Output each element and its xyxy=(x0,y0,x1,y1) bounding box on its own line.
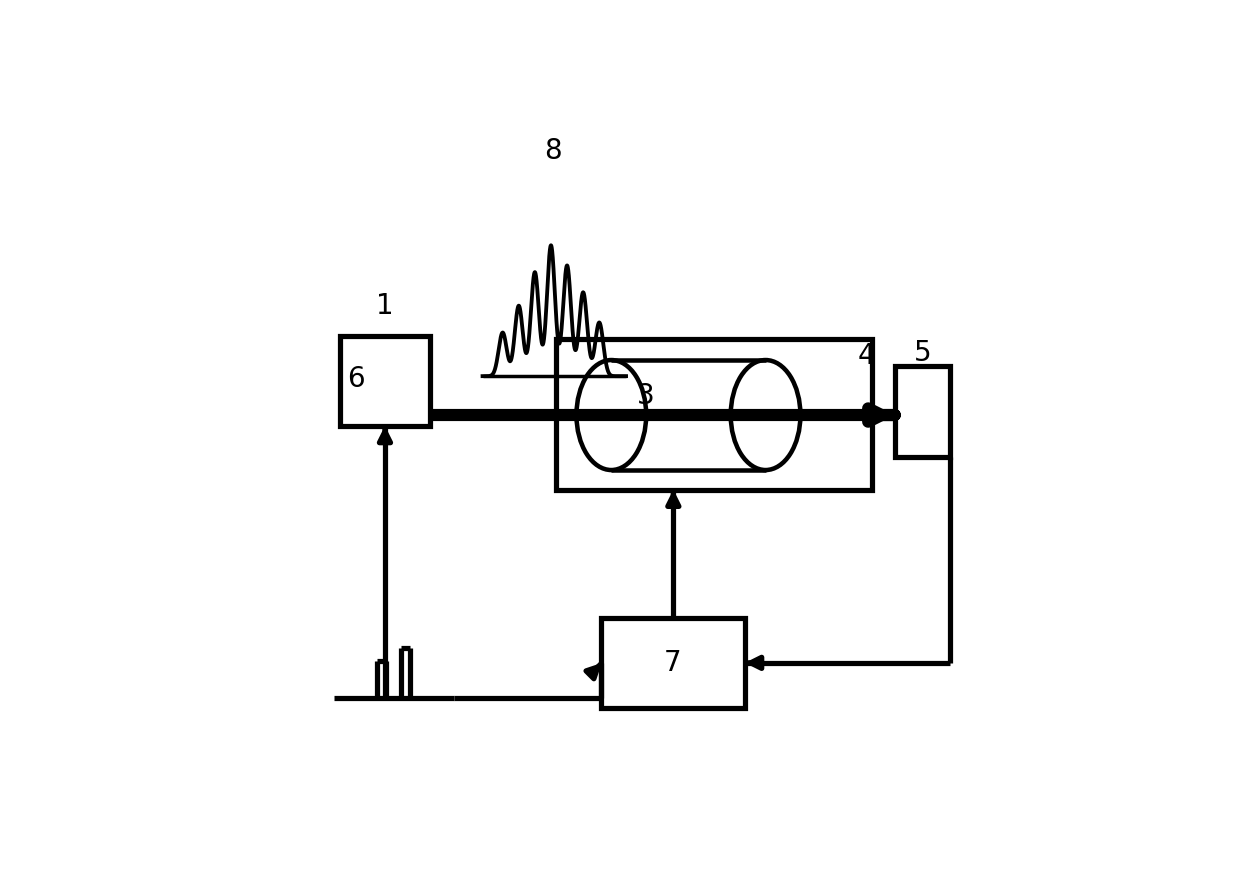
Bar xyxy=(556,339,871,490)
Text: 5: 5 xyxy=(913,339,931,367)
Text: 1: 1 xyxy=(377,292,394,320)
Text: 6: 6 xyxy=(347,366,365,394)
Text: 4: 4 xyxy=(858,342,875,370)
Text: 7: 7 xyxy=(664,649,682,677)
Bar xyxy=(340,336,430,427)
Bar xyxy=(895,366,950,456)
Bar xyxy=(601,618,745,708)
Text: 3: 3 xyxy=(637,382,654,410)
Text: 8: 8 xyxy=(544,138,562,165)
